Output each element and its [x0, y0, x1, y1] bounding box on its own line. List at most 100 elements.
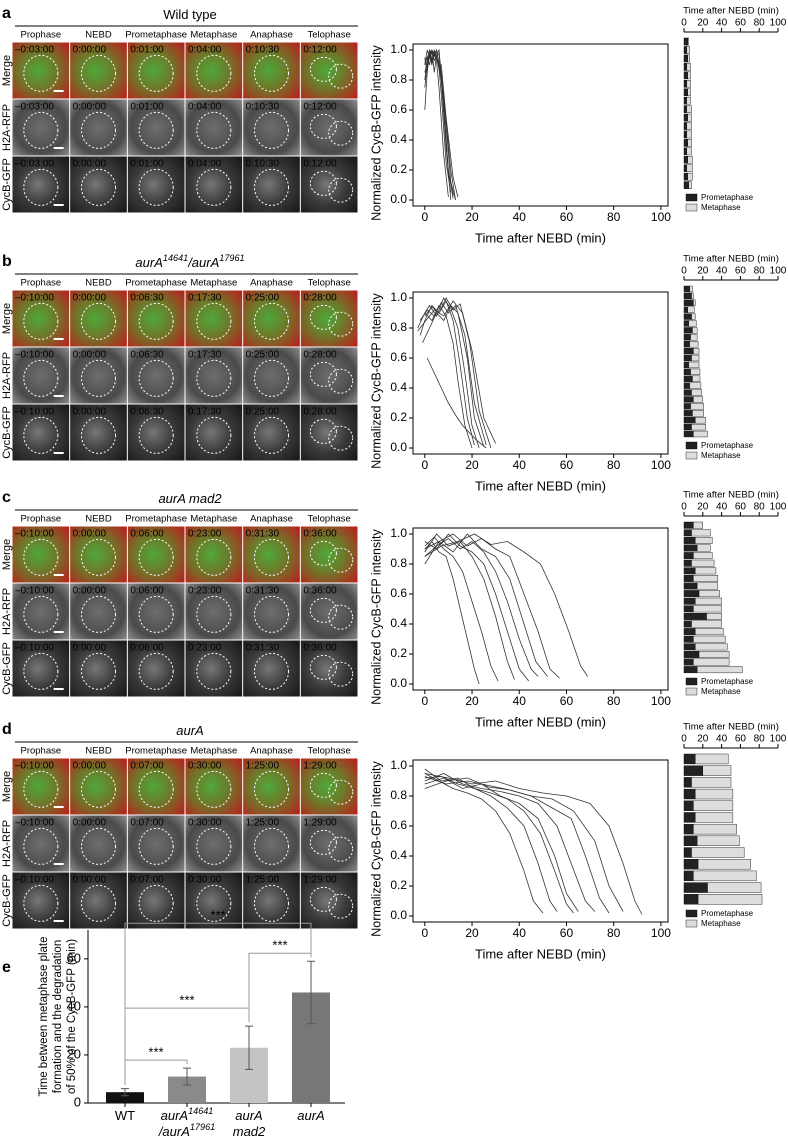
y-tick-label: 1.0	[390, 42, 407, 56]
timestamp: 0:07:00	[130, 761, 164, 772]
timestamp: 0:00:00	[73, 818, 107, 829]
stage-bar	[683, 410, 693, 417]
timestamp: 0:23:00	[188, 529, 222, 540]
micrograph	[243, 156, 300, 213]
y-tick-label: 1.0	[390, 526, 407, 540]
micrograph	[243, 404, 300, 461]
y-tick-label: 0.6	[390, 818, 407, 832]
cell-outline	[254, 770, 289, 808]
cell-outline	[309, 56, 337, 82]
panel-letter: e	[2, 959, 11, 976]
stage-bar	[683, 537, 696, 544]
row-label: Merge	[1, 539, 13, 570]
intensity-curve	[424, 49, 456, 201]
legend-swatch	[685, 919, 698, 928]
stage-bar	[693, 552, 713, 560]
stage-bar	[683, 590, 700, 598]
significance-bracket	[124, 922, 312, 1085]
legend-label: Metaphase	[701, 451, 741, 460]
stage-bar	[683, 847, 692, 858]
x-tick-label: 0	[681, 18, 687, 29]
stage-bar	[686, 105, 692, 113]
intensity-curve	[424, 533, 560, 679]
stage-bar	[693, 299, 696, 306]
cell-outline	[328, 177, 354, 203]
x-tick-label: 40	[513, 210, 527, 224]
stage-bar	[683, 54, 688, 63]
stage-bar	[683, 347, 694, 355]
stage-bar	[698, 590, 720, 598]
x-tick-label: 0	[421, 210, 428, 224]
timestamp: 0:23:00	[188, 586, 222, 597]
cell-outline	[81, 111, 116, 149]
stage-bar	[683, 753, 696, 765]
cell-outline	[23, 652, 59, 690]
intensity-curve	[419, 301, 487, 446]
micrograph	[243, 99, 300, 156]
timestamp: 1:29:00	[303, 761, 337, 772]
cell-outline	[138, 111, 174, 149]
stage-label: NEBD	[85, 30, 112, 41]
y-tick-label: 0.2	[390, 878, 407, 892]
timestamp: 0:25:00	[246, 407, 280, 418]
x-tick-label: 0	[421, 926, 428, 940]
micrograph	[70, 156, 127, 213]
stage-bar	[683, 859, 699, 870]
x-tick-label: 0	[421, 694, 428, 708]
text-segment: /aurA	[187, 255, 219, 270]
legend-swatch	[685, 203, 698, 212]
cell-outline	[138, 652, 174, 690]
y-tick-label: 0.8	[390, 788, 407, 802]
panel-letter: c	[2, 489, 11, 506]
x-tick-label: 20	[465, 694, 479, 708]
micrograph	[12, 404, 70, 461]
y-axis-label: Normalized CycB-GFP intensity	[369, 44, 383, 220]
timestamp: 0:36:00	[303, 529, 337, 540]
timestamp: 0:28:00	[303, 407, 337, 418]
stage-bar	[686, 46, 690, 54]
intensity-curve	[419, 300, 475, 446]
category-label: aurA14641	[161, 1106, 214, 1123]
stage-bar	[687, 139, 692, 147]
y-tick-label: 60	[67, 950, 81, 965]
legend-label: Prometaphase	[701, 193, 754, 202]
y-tick-label: 0.6	[390, 350, 407, 364]
stage-bar	[683, 403, 691, 410]
row-label: H2A-RFP	[1, 352, 13, 399]
timestamp: 0:06:00	[130, 586, 164, 597]
micrograph	[127, 156, 185, 213]
stage-bar	[686, 96, 691, 105]
timestamp: –0:10:00	[15, 350, 54, 361]
stage-bar	[697, 894, 763, 905]
stage-label: Metaphase	[190, 278, 237, 289]
cell-outline	[81, 416, 116, 454]
stage-bar	[683, 122, 688, 130]
timestamp: –0:03:00	[15, 45, 54, 56]
timestamp: 0:04:00	[188, 45, 222, 56]
stage-bar	[683, 559, 692, 567]
plot-frame	[412, 43, 669, 207]
y-axis-label: formation and the degradation	[52, 940, 64, 1093]
legend-label: Metaphase	[701, 687, 741, 696]
timestamp: 0:00:00	[73, 643, 107, 654]
stage-bar	[683, 620, 692, 628]
timestamp: 0:10:30	[246, 45, 280, 56]
x-tick-label: 40	[716, 18, 728, 29]
x-tick-label: 40	[716, 734, 728, 745]
intensity-curve	[424, 49, 452, 193]
category-label: aurA	[235, 1108, 262, 1123]
stage-bar	[683, 156, 688, 164]
stage-label: NEBD	[85, 746, 112, 757]
y-axis-label: Normalized CycB-GFP intensity	[369, 760, 383, 936]
stage-bar	[696, 544, 711, 552]
micrograph	[12, 872, 70, 929]
stage-bar	[691, 389, 703, 396]
stage-bar	[695, 597, 722, 605]
x-tick-label: 80	[607, 694, 621, 708]
x-tick-label: 60	[560, 926, 574, 940]
x-tick-label: 100	[770, 266, 787, 277]
stage-label: Prometaphase	[125, 278, 187, 289]
cell-outline	[138, 416, 174, 454]
micrograph	[12, 99, 70, 156]
